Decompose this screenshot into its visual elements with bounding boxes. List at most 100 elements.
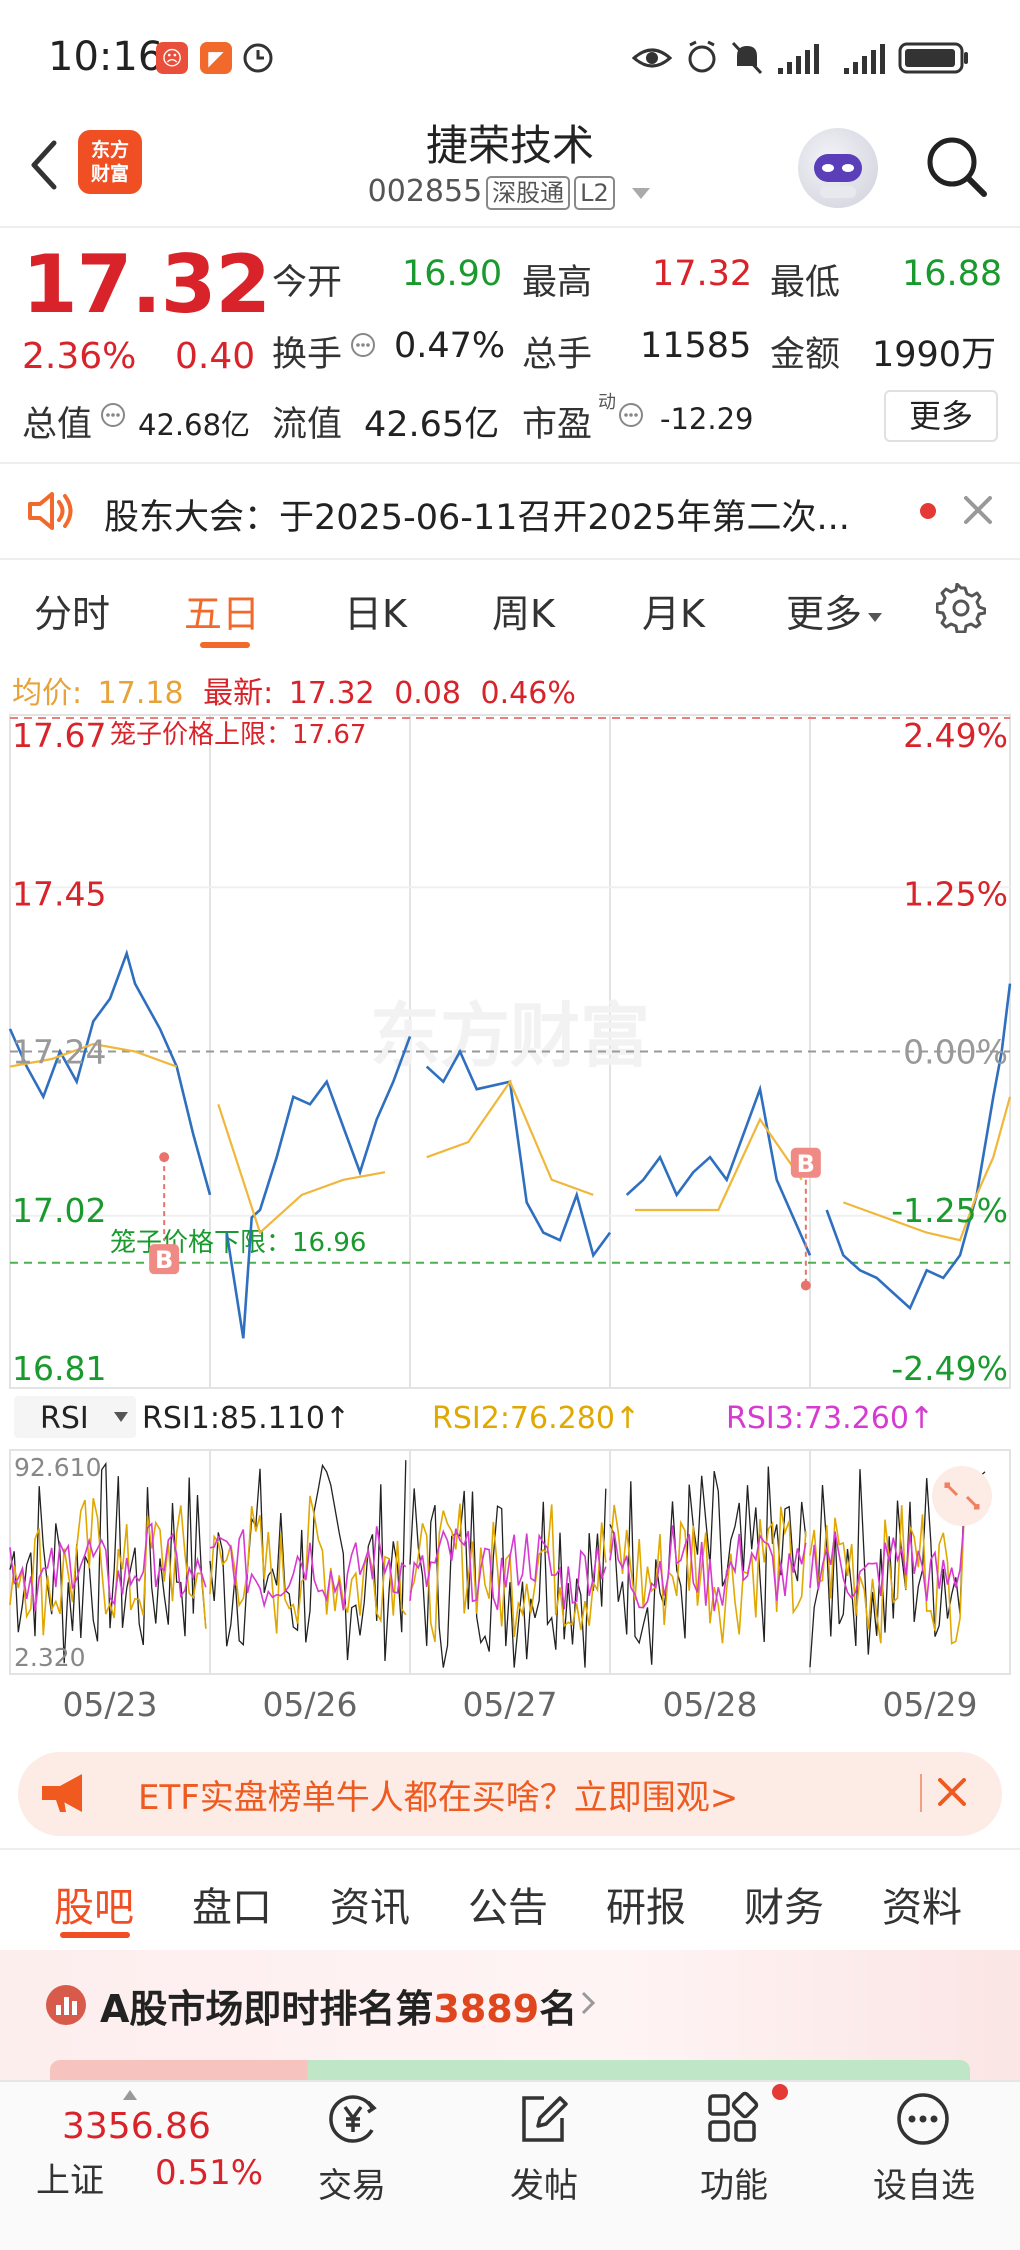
info-icon[interactable] bbox=[350, 332, 376, 358]
rsi-chart[interactable]: RSI RSI1:85.110↑ RSI2:76.280↑ RSI3:73.260↑ 9… bbox=[0, 1390, 1020, 1690]
stock-name: 捷荣技术 bbox=[425, 121, 594, 170]
tab-pankou[interactable]: 盘口 bbox=[192, 1885, 272, 1931]
index-value[interactable]: 3356.86 bbox=[62, 2106, 211, 2147]
tab-guba[interactable]: 股吧 bbox=[54, 1885, 134, 1931]
tab-research[interactable]: 研报 bbox=[606, 1885, 686, 1931]
battery-icon bbox=[898, 42, 968, 74]
nav-post-label[interactable]: 发帖 bbox=[510, 2166, 578, 2206]
stock-code: 002855 bbox=[367, 174, 483, 209]
market-rank-text[interactable]: A股市场即时排名第3889名 bbox=[100, 1978, 577, 2033]
y-tick-right: 0.00% bbox=[903, 1033, 1008, 1072]
volume-label: 总手 bbox=[522, 335, 593, 375]
close-icon[interactable] bbox=[934, 1774, 970, 1810]
pe-label: 市盈 bbox=[522, 405, 593, 445]
low-label: 最低 bbox=[770, 263, 841, 303]
expand-icon bbox=[944, 1482, 980, 1510]
tab-profile[interactable]: 资料 bbox=[882, 1885, 962, 1931]
robot-avatar[interactable] bbox=[798, 128, 878, 208]
rsi-series-RSI2 bbox=[9, 1492, 986, 1645]
etf-divider bbox=[920, 1774, 922, 1812]
change-percent: 2.36% bbox=[22, 336, 137, 377]
buy-marker-badge bbox=[790, 1147, 821, 1178]
series-avg bbox=[9, 1042, 1012, 1242]
stock-code-row[interactable]: 002855 深股通 L2 bbox=[0, 174, 1020, 210]
bottom-nav bbox=[0, 2080, 1020, 2250]
rsi-frame bbox=[9, 1449, 1011, 1675]
tab-finance[interactable]: 财务 bbox=[744, 1885, 824, 1931]
pe-value: -12.29 bbox=[660, 402, 754, 436]
speaker-icon bbox=[28, 492, 73, 530]
gear-icon[interactable] bbox=[936, 583, 986, 633]
latest-change-pct: 0.46% bbox=[480, 676, 576, 711]
rsi-series-RSI1 bbox=[9, 1460, 986, 1668]
divider bbox=[0, 558, 1020, 560]
back-arrow-icon[interactable] bbox=[22, 135, 66, 195]
etf-banner-text[interactable]: ETF实盘榜单牛人都在买啥？立即围观> bbox=[138, 1778, 739, 1818]
more-icon[interactable] bbox=[894, 2090, 952, 2148]
avg-price-row: 均价: 17.18 最新: 17.32 0.08 0.46% bbox=[12, 668, 576, 712]
info-icon[interactable] bbox=[100, 402, 126, 428]
rsi-series-label: RSI3:73.260↑ bbox=[726, 1401, 934, 1436]
tab-five-day[interactable]: 五日 bbox=[184, 592, 261, 636]
buy-marker-dot bbox=[800, 1280, 811, 1291]
index-percent[interactable]: 0.51% bbox=[155, 2153, 264, 2193]
tab-daily-k[interactable]: 日K bbox=[344, 592, 407, 636]
y-tick-right: -2.49% bbox=[891, 1349, 1008, 1388]
rsi-select-box bbox=[14, 1396, 136, 1438]
rank-card[interactable] bbox=[0, 1950, 1020, 2080]
rsi-select-label: RSI bbox=[40, 1401, 89, 1436]
y-tick-left: 17.24 bbox=[12, 1033, 106, 1072]
buy-marker-badge bbox=[149, 1244, 180, 1275]
notice-text[interactable]: 股东大会：于2025-06-11召开2025年第二次... bbox=[104, 498, 850, 538]
notice-unread-dot bbox=[920, 503, 936, 519]
rsi-series-label: RSI2:76.280↑ bbox=[432, 1401, 640, 1436]
brand-logo[interactable]: 东方 财富 bbox=[78, 130, 142, 194]
more-button[interactable]: 更多 bbox=[884, 390, 998, 442]
rsi-select-caret-icon bbox=[114, 1412, 128, 1422]
avg-value: 17.18 bbox=[97, 676, 184, 711]
nav-function-label[interactable]: 功能 bbox=[700, 2166, 768, 2206]
tab-weekly-k[interactable]: 周K bbox=[492, 592, 555, 636]
latest-change: 0.08 bbox=[394, 676, 461, 711]
info-icon[interactable] bbox=[618, 402, 644, 428]
tab-more[interactable]: 更多 bbox=[786, 583, 884, 638]
caret-up-icon bbox=[123, 2090, 137, 2100]
y-tick-right: -1.25% bbox=[891, 1191, 1008, 1230]
nav-watchlist-label[interactable]: 设自选 bbox=[873, 2166, 975, 2206]
yen-icon[interactable] bbox=[324, 2090, 382, 2148]
y-tick-left: 17.67 bbox=[12, 716, 106, 755]
buy-marker-dot bbox=[159, 1152, 170, 1163]
close-icon[interactable] bbox=[960, 492, 996, 528]
tab-active-indicator bbox=[200, 642, 250, 648]
level-tag: L2 bbox=[574, 176, 615, 210]
series-price bbox=[8, 949, 1012, 1339]
etf-banner[interactable] bbox=[18, 1752, 1002, 1836]
rsi-series-label: RSI1:85.110↑ bbox=[142, 1401, 350, 1436]
mute-icon bbox=[731, 41, 763, 75]
app-red-icon: ☹ bbox=[156, 42, 188, 74]
change-amount: 0.40 bbox=[175, 336, 256, 377]
signal2-icon bbox=[844, 44, 885, 74]
watermark: 东方财富 bbox=[370, 995, 650, 1077]
bottom-tab-active-indicator bbox=[60, 1932, 130, 1938]
y-tick-right: 2.49% bbox=[903, 716, 1008, 755]
rank-strip bbox=[50, 2060, 970, 2080]
index-name[interactable]: 上证 bbox=[36, 2161, 104, 2201]
grid-icon[interactable] bbox=[704, 2090, 762, 2148]
volume-value: 11585 bbox=[640, 326, 752, 366]
dropdown-caret-icon bbox=[632, 187, 651, 199]
pe-superscript: 动 bbox=[598, 392, 616, 413]
edit-icon[interactable] bbox=[514, 2090, 572, 2148]
tab-monthly-k[interactable]: 月K bbox=[642, 592, 705, 636]
tab-news[interactable]: 资讯 bbox=[330, 1885, 410, 1931]
tab-more-label: 更多 bbox=[786, 592, 863, 636]
nav-trade-label[interactable]: 交易 bbox=[318, 2166, 386, 2206]
search-icon[interactable] bbox=[920, 130, 992, 202]
caret-down-icon bbox=[868, 612, 883, 622]
price-chart[interactable]: 东方财富 笼子价格上限：17.67 笼子价格下限：16.96 17.67 17.45 17… bbox=[0, 700, 1020, 1390]
current-price: 17.32 bbox=[22, 238, 271, 331]
robot-icon bbox=[814, 154, 862, 198]
tab-announcements[interactable]: 公告 bbox=[468, 1885, 548, 1931]
float-mv-value: 42.65亿 bbox=[364, 405, 500, 445]
tab-intraday[interactable]: 分时 bbox=[34, 592, 111, 636]
